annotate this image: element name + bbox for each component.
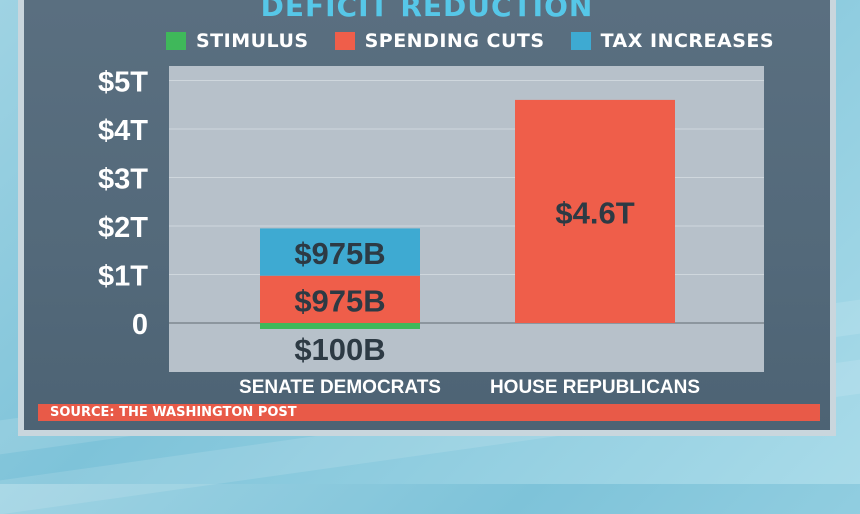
- legend: STIMULUS SPENDING CUTS TAX INCREASES: [166, 30, 774, 52]
- y-tick-label: $1T: [98, 261, 148, 293]
- bar-spending-cuts: [515, 99, 675, 324]
- legend-item-tax-increases: TAX INCREASES: [570, 30, 775, 52]
- chart-title: DEFICIT REDUCTION: [260, 0, 594, 23]
- source-bar: SOURCE: THE WASHINGTON POST: [38, 404, 820, 421]
- bar-stimulus: [260, 323, 420, 329]
- data-label: $975B: [294, 283, 385, 318]
- legend-label-spending-cuts: SPENDING CUTS: [364, 30, 545, 52]
- y-tick-label: 0: [132, 309, 148, 341]
- x-category-label: SENATE DEMOCRATS: [239, 377, 441, 398]
- x-category-label: HOUSE REPUBLICANS: [490, 377, 700, 398]
- y-tick-label: $4T: [98, 115, 148, 147]
- data-label: $4.6T: [555, 195, 634, 230]
- bar-spending-cuts: [260, 275, 420, 323]
- legend-swatch-spending-cuts: [334, 32, 355, 50]
- y-tick-label: $3T: [98, 164, 148, 196]
- data-label: $975B: [294, 236, 385, 271]
- legend-swatch-tax-increases: [570, 32, 591, 50]
- legend-label-tax-increases: TAX INCREASES: [600, 30, 775, 52]
- y-tick-label: $5T: [98, 67, 148, 99]
- bar-tax-increases: [260, 228, 420, 276]
- data-label: $100B: [294, 332, 385, 367]
- legend-item-stimulus: STIMULUS: [166, 30, 309, 52]
- chart-panel: DEFICIT REDUCTION STIMULUS SPENDING CUTS…: [18, 0, 836, 436]
- chart-svg: 0 $1T $2T $3T $4T $5T $100B $975B $975B SENATE DE…: [98, 66, 764, 398]
- legend-item-spending-cuts: SPENDING CUTS: [334, 30, 545, 52]
- legend-label-stimulus: STIMULUS: [196, 30, 309, 52]
- y-tick-label: $2T: [98, 212, 148, 244]
- legend-swatch-stimulus: [166, 32, 186, 50]
